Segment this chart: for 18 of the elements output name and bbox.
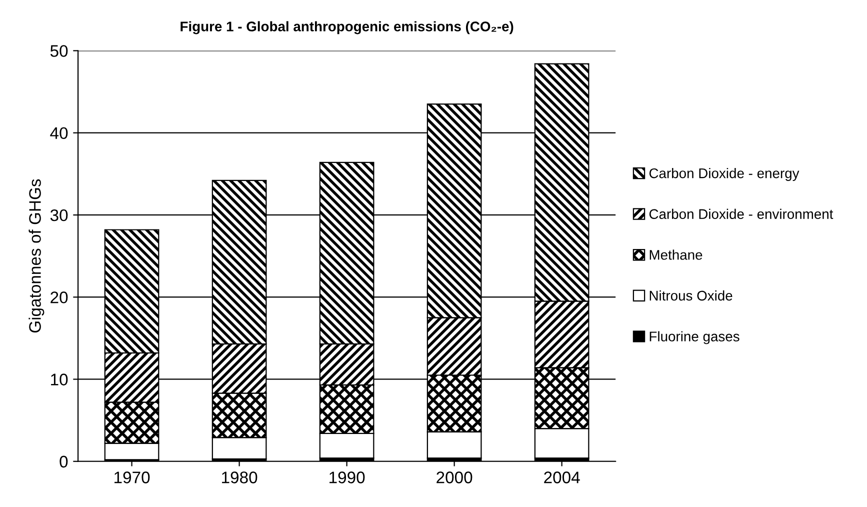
- y-tick-label: 0: [60, 456, 68, 468]
- legend-label: Carbon Dioxide - environment: [649, 208, 834, 219]
- legend-label: Methane: [650, 250, 702, 260]
- x-tick-label: 2004: [544, 472, 580, 484]
- legend-label: Fluorine gases: [650, 331, 740, 344]
- legend-label: Nitrous Oxide: [650, 290, 732, 301]
- y-tick-label: 50: [50, 45, 68, 57]
- y-tick-label: 30: [50, 209, 68, 222]
- y-tick-label: 40: [50, 127, 68, 140]
- chart-title: Figure 1 - Global anthropogenic emissions (CO₂-e): [180, 21, 514, 34]
- y-tick-label: 20: [50, 292, 68, 304]
- legend-label: Carbon Dioxide - energy: [649, 168, 800, 181]
- y-axis-title: Gigatonnes of GHGs: [28, 179, 44, 333]
- x-tick-label: 2000: [436, 472, 472, 484]
- x-tick-label: 1990: [330, 472, 365, 484]
- x-tick-label: 1970: [114, 472, 150, 484]
- y-tick-label: 10: [51, 374, 68, 386]
- x-tick-label: 1980: [222, 472, 258, 484]
